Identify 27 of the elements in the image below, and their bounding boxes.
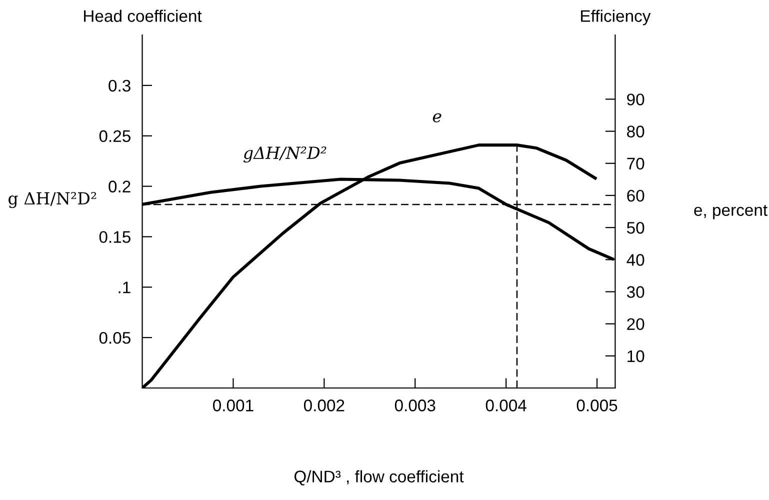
y-tick-label: 0.3	[108, 80, 130, 92]
x-tick-label: 0.005	[576, 400, 618, 412]
x-tick-label: 0.001	[213, 400, 254, 412]
y2-tick-label: 10	[628, 350, 644, 362]
y-tick-label: 0.25	[99, 130, 130, 142]
x-axis-title: Q/ND³ , flow coefficient	[294, 470, 464, 486]
x-tick-label: 0.002	[304, 400, 344, 412]
series-label: gΔH/N²D²	[243, 146, 326, 163]
x-tick-label: 0.003	[394, 400, 436, 412]
y2-tick-label: 60	[627, 190, 644, 202]
y-tick-label: 0.05	[99, 332, 130, 344]
y2-tick-label: 90	[627, 94, 644, 106]
y2-tick-label: 50	[626, 222, 644, 234]
y2-tick-label: 80	[627, 126, 644, 138]
text: Efficiency	[581, 10, 651, 26]
text: Head coefficient	[84, 10, 202, 22]
y-tick-label: 0.2	[108, 180, 130, 192]
y2-tick-label: 40	[626, 254, 644, 266]
y-tick-label: 0.15	[99, 231, 130, 243]
y-tick-label: .1	[118, 282, 130, 294]
x-tick-label: 0.004	[486, 400, 526, 412]
y2-tick-label: 30	[626, 286, 644, 298]
y2-tick-label: 70	[627, 158, 644, 170]
y-axis-title: g ΔH/N²D²	[8, 192, 96, 208]
series-label: e	[432, 113, 442, 122]
y2-tick-label: 20	[627, 318, 644, 330]
y2-axis-title: e, percent	[694, 205, 768, 220]
